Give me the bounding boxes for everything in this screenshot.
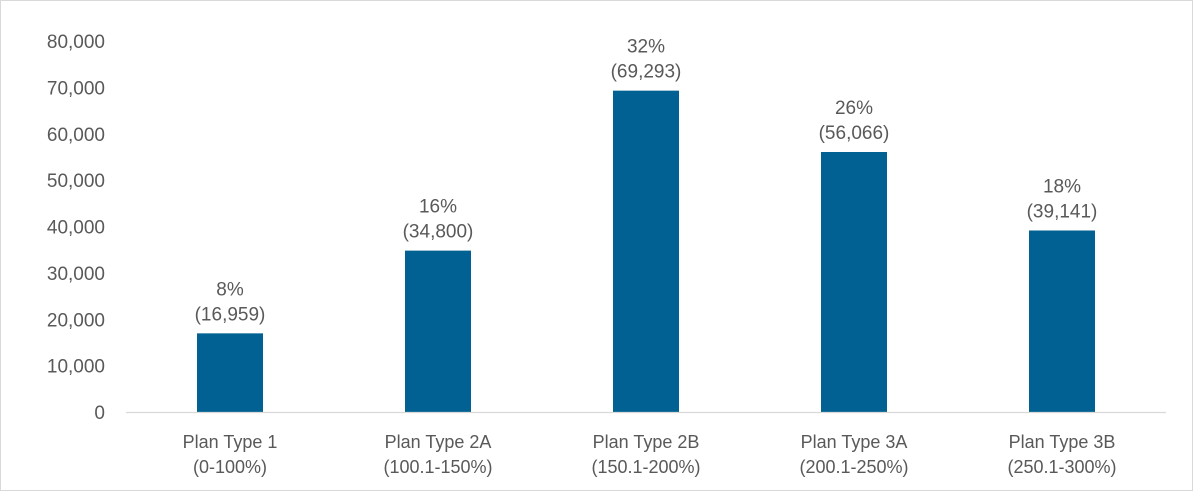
bar — [405, 250, 471, 412]
y-tick-label: 20,000 — [47, 310, 105, 331]
data-labels: 8% (16,959) 16% (34,800) 32% (69,293) 26% (56,0… — [195, 37, 1098, 326]
x-category-label: Plan Type 3A — [801, 432, 908, 452]
data-label-count: (39,141) — [1027, 201, 1098, 222]
x-category-label: Plan Type 1 — [183, 432, 278, 452]
y-tick-label: 60,000 — [47, 125, 105, 146]
bar — [197, 333, 263, 412]
y-axis: 0 10,000 20,000 30,000 40,000 50,000 60,000 70,… — [47, 32, 105, 424]
bar — [821, 151, 887, 412]
data-label-percent: 16% — [419, 197, 457, 218]
x-category-range-label: (0-100%) — [193, 457, 267, 477]
data-label-percent: 26% — [835, 98, 873, 119]
data-label-percent: 18% — [1043, 176, 1081, 197]
x-category-range-label: (200.1-250%) — [799, 457, 908, 477]
data-label-percent: 32% — [627, 37, 665, 58]
bar — [1029, 230, 1095, 412]
y-tick-label: 50,000 — [47, 171, 105, 192]
bars — [197, 90, 1095, 412]
y-tick-label: 70,000 — [47, 78, 105, 99]
x-category-label: Plan Type 2B — [593, 432, 700, 452]
data-label-count: (34,800) — [403, 222, 474, 243]
data-label-count: (56,066) — [819, 123, 890, 144]
y-tick-label: 30,000 — [47, 264, 105, 285]
x-category-label: Plan Type 3B — [1009, 432, 1116, 452]
data-label-count: (69,293) — [611, 62, 682, 83]
y-tick-label: 0 — [94, 403, 105, 424]
y-tick-label: 80,000 — [47, 32, 105, 53]
data-label-percent: 8% — [216, 279, 244, 300]
data-label-count: (16,959) — [195, 304, 266, 325]
x-category-range-label: (100.1-150%) — [383, 457, 492, 477]
x-category-range-label: (250.1-300%) — [1007, 457, 1116, 477]
y-tick-label: 10,000 — [47, 357, 105, 378]
x-axis: Plan Type 1 (0-100%) Plan Type 2A (100.1-15… — [183, 432, 1117, 477]
x-category-label: Plan Type 2A — [385, 432, 492, 452]
x-category-range-label: (150.1-200%) — [591, 457, 700, 477]
y-tick-label: 40,000 — [47, 218, 105, 239]
bar — [613, 90, 679, 412]
